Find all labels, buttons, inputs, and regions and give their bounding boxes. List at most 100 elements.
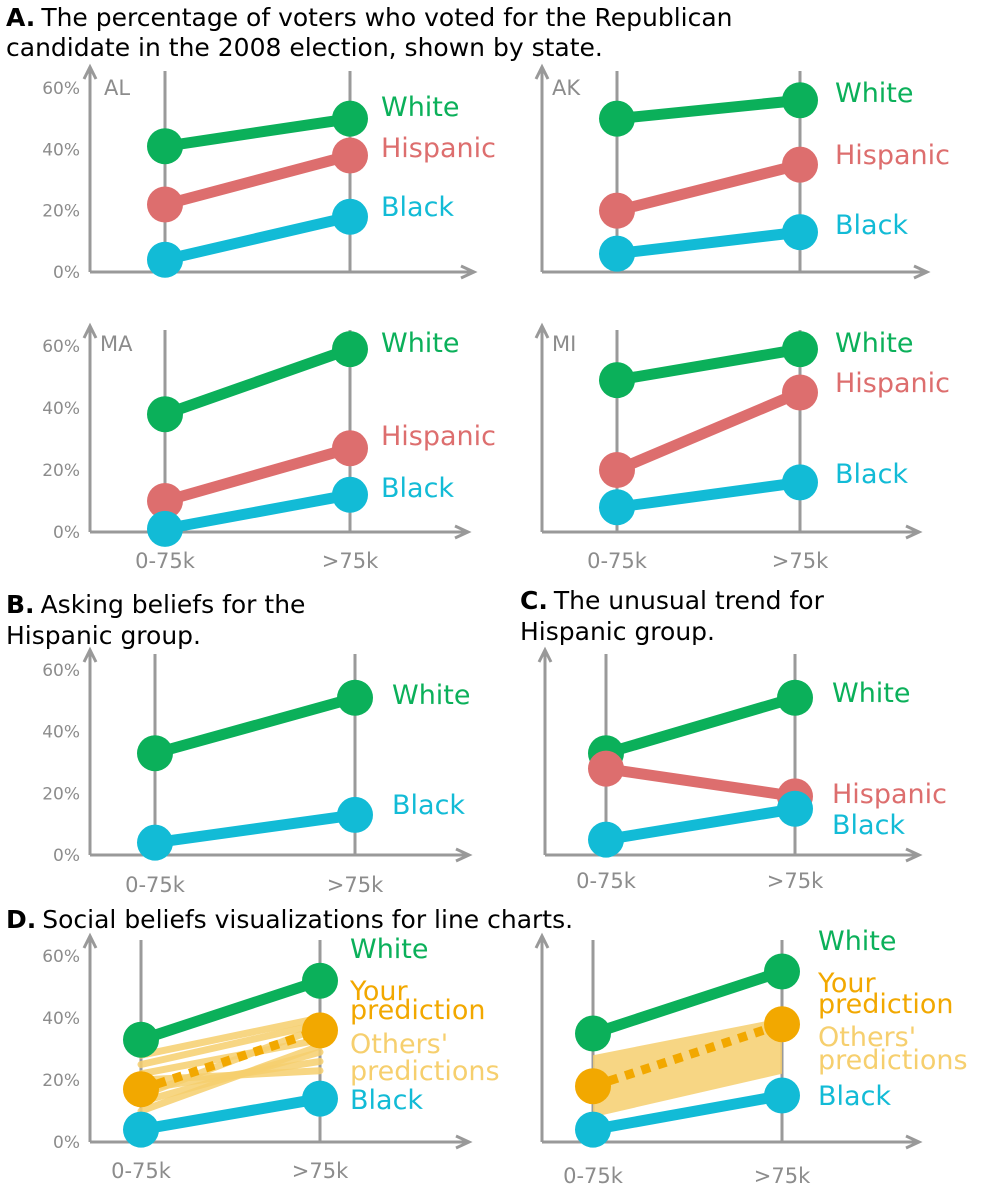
- series-label: White: [835, 328, 914, 359]
- y-tick-label: 0%: [53, 1133, 80, 1153]
- x-tick-label: >75k: [327, 873, 384, 897]
- series-label: White: [818, 926, 897, 957]
- x-tick-label: 0-75k: [135, 549, 196, 573]
- series-label: Hispanic: [835, 368, 950, 399]
- series-label: Black: [835, 210, 908, 241]
- y-tick-label: 60%: [42, 79, 80, 99]
- data-point-black: [147, 241, 183, 278]
- series-label: White: [835, 78, 914, 109]
- data-point-black: [764, 1077, 800, 1114]
- y-tick-label: 60%: [42, 661, 80, 681]
- data-point-black: [588, 821, 624, 858]
- x-tick-label: >75k: [754, 1164, 811, 1185]
- series-label: Others': [350, 1029, 448, 1060]
- x-axis-arrow: [455, 847, 473, 863]
- state-label: AK: [552, 76, 581, 100]
- chart-8: 0-75k >75k White YourpredictionOthers'predi…: [534, 926, 968, 1185]
- series-label: White: [832, 678, 911, 709]
- series-label: Black: [392, 790, 465, 821]
- series-label: Black: [350, 1085, 423, 1116]
- y-tick-label: 20%: [42, 784, 80, 804]
- series-line-black: [592, 1090, 783, 1136]
- data-point-white: [332, 100, 368, 137]
- chart-2: AK White Hispanic Black: [534, 63, 950, 280]
- data-point-black: [332, 476, 368, 513]
- others-prediction-line: [137, 1014, 324, 1059]
- series-line-black: [154, 809, 356, 849]
- series-line-your-prediction: [139, 1026, 322, 1094]
- series-label: Your: [349, 976, 409, 1007]
- series-label: Black: [818, 1081, 891, 1112]
- series-label: Your: [817, 968, 877, 999]
- series-line-white: [591, 966, 784, 1039]
- data-point-your-prediction: [575, 1068, 611, 1105]
- state-label: MA: [100, 332, 133, 356]
- x-axis-arrow: [455, 1134, 473, 1150]
- data-point-hispanic: [332, 430, 368, 467]
- series-line-black: [163, 211, 352, 266]
- x-axis-arrow: [460, 264, 478, 280]
- data-point-white: [147, 128, 183, 165]
- caption-d-letter: D.: [6, 905, 36, 934]
- series-label: Others': [818, 1022, 916, 1053]
- x-axis-arrow: [905, 1134, 923, 1150]
- series-label: Hispanic: [381, 421, 496, 452]
- caption-c-letter: C.: [520, 586, 548, 615]
- y-axis-arrow: [82, 932, 98, 949]
- data-point-black: [147, 510, 183, 547]
- state-label: AL: [104, 76, 130, 100]
- series-line-white: [139, 975, 322, 1045]
- x-tick-label: >75k: [767, 869, 824, 893]
- series-label: Black: [835, 459, 908, 490]
- data-point-white: [137, 735, 173, 772]
- data-point-white: [332, 331, 368, 368]
- others-prediction-band: [593, 1018, 782, 1118]
- data-point-white: [575, 1015, 611, 1052]
- caption-c: C. The unusual trend for: [520, 586, 825, 615]
- data-point-black: [302, 1080, 338, 1117]
- data-point-black: [782, 214, 818, 251]
- data-point-black: [599, 489, 635, 526]
- series-label: prediction: [350, 995, 485, 1026]
- y-tick-label: 20%: [42, 202, 80, 222]
- data-point-black: [123, 1111, 159, 1148]
- y-axis-arrow: [82, 63, 98, 80]
- data-point-black: [782, 464, 818, 501]
- series-line-white: [164, 113, 351, 152]
- series-label: Black: [832, 810, 905, 841]
- caption-d-line1: Social beliefs visualizations for line c…: [42, 905, 573, 934]
- data-point-white: [599, 362, 635, 399]
- data-point-white: [337, 679, 373, 716]
- y-tick-label: 0%: [53, 523, 80, 543]
- data-point-black: [599, 235, 635, 272]
- data-point-your-prediction: [123, 1071, 159, 1108]
- caption-b-letter: B.: [6, 590, 35, 619]
- y-tick-label: 40%: [42, 399, 80, 419]
- others-prediction-line: [137, 1067, 324, 1084]
- data-point-black: [137, 824, 173, 861]
- x-tick-label: >75k: [322, 549, 379, 573]
- x-axis-arrow: [905, 524, 923, 540]
- x-tick-label: 0-75k: [125, 873, 186, 897]
- series-label: Black: [381, 192, 454, 223]
- y-tick-label: 40%: [42, 1009, 80, 1029]
- data-point-hispanic: [599, 192, 635, 229]
- data-point-white: [782, 82, 818, 119]
- data-point-white: [764, 953, 800, 990]
- series-label: predictions: [818, 1045, 968, 1076]
- series-line-black: [605, 803, 796, 846]
- series-line-hispanic: [163, 150, 352, 210]
- y-axis-arrow: [534, 322, 550, 339]
- series-line-white: [616, 94, 801, 125]
- series-line-hispanic: [605, 763, 796, 802]
- chart-5: 0% 20% 40% 60% 0-75k >75k White Black: [42, 646, 473, 897]
- others-prediction-line: [137, 1036, 324, 1078]
- data-point-hispanic: [599, 452, 635, 488]
- data-point-hispanic: [147, 186, 183, 223]
- data-point-black: [777, 790, 813, 827]
- chart-3: 0% 20% 40% 60% 0-75k >75k MA White Hispanic Black: [42, 322, 496, 573]
- series-label: White: [381, 92, 460, 123]
- x-tick-label: 0-75k: [576, 869, 637, 893]
- y-tick-label: 40%: [42, 723, 80, 743]
- y-tick-label: 40%: [42, 140, 80, 160]
